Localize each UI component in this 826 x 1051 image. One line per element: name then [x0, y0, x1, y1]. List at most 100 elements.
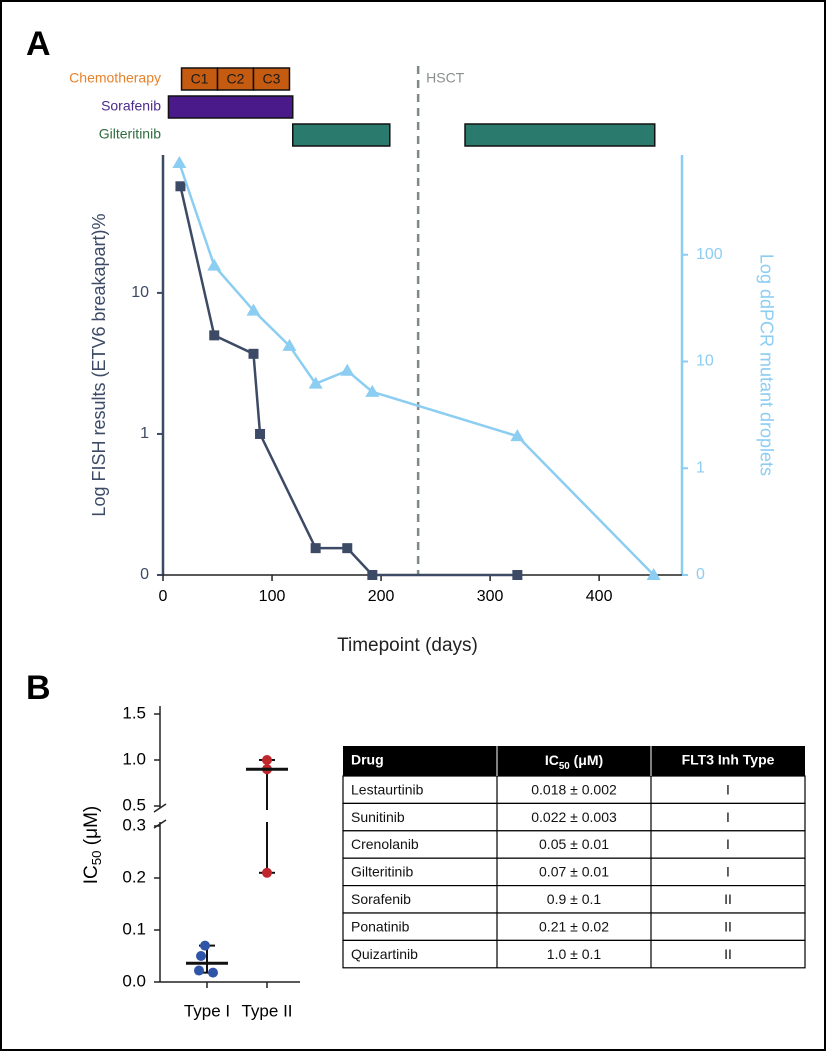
treatment-bar: [292, 123, 391, 147]
table-cell: Gilteritinib: [351, 864, 413, 880]
table-header: Drug: [351, 752, 384, 768]
x-tick-label: 0: [159, 588, 168, 605]
y2-tick-label: 1: [696, 459, 705, 476]
y-tick-label: 0.2: [122, 867, 146, 886]
triangle-marker: [246, 303, 261, 316]
table-cell: II: [724, 891, 732, 907]
x-tick-label: Type II: [241, 1001, 292, 1020]
table-cell: I: [726, 809, 730, 825]
y-axis-label-tail: (μM): [81, 806, 102, 851]
triangle-marker: [172, 155, 187, 168]
x-tick-label: 200: [368, 588, 395, 605]
y2-axis-label: Log ddPCR mutant droplets: [756, 254, 776, 476]
triangle-marker: [510, 429, 525, 442]
table-row: [342, 775, 806, 804]
y-axis-label-sub: 50: [89, 850, 104, 865]
y-axis-label: IC50 (μM): [81, 806, 104, 885]
table-cell: 0.07 ± 0.01: [539, 864, 609, 880]
treatment-segment-label: C2: [227, 71, 245, 87]
table-cell: 0.21 ± 0.02: [539, 918, 609, 934]
triangle-marker: [646, 568, 661, 580]
table-cell: I: [726, 864, 730, 880]
dot: [196, 951, 206, 961]
table-row: [342, 802, 806, 832]
dot: [194, 965, 204, 976]
treatment-segment-label: C3: [263, 71, 281, 87]
table-cell: 0.018 ± 0.002: [531, 781, 617, 797]
treatment-segment-label: C1: [191, 71, 209, 87]
square-marker: [248, 348, 259, 359]
x-tick-label: 300: [477, 588, 504, 605]
table-cell: 1.0 ± 0.1: [547, 946, 602, 962]
y-axis-label: Log FISH results (ETV6 breakapart)%: [89, 213, 109, 516]
table-cell: Sunitinib: [351, 809, 405, 825]
y-tick-label: 1.0: [122, 749, 146, 768]
y2-tick-label: 100: [696, 246, 723, 263]
square-marker: [367, 570, 378, 580]
y-tick-label: 1.5: [122, 703, 146, 722]
y-tick-label: 10: [131, 284, 149, 301]
square-marker: [310, 543, 321, 554]
table-row: [342, 884, 806, 914]
table-cell: Quizartinib: [351, 946, 418, 962]
table-header-bg: [343, 746, 805, 776]
y-tick-label: 0.5: [122, 795, 146, 814]
y-axis-label-main: IC: [81, 865, 102, 884]
triangle-marker: [308, 376, 323, 389]
table-header-sub: 50: [559, 761, 570, 772]
treatment-bar: [167, 95, 294, 119]
y-tick-label: 1: [140, 425, 149, 442]
square-marker: [342, 543, 353, 554]
dot: [208, 967, 218, 978]
y2-tick-label: 10: [696, 353, 714, 370]
table-cell: 0.022 ± 0.003: [531, 809, 617, 825]
table-header-tail: (μM): [570, 752, 603, 768]
square-marker: [512, 570, 523, 580]
table-header-main: IC: [545, 752, 559, 768]
table-cell: 0.05 ± 0.01: [539, 836, 609, 852]
table-cell: II: [724, 918, 732, 934]
table-cell: Ponatinib: [351, 918, 410, 934]
x-tick-label: Type I: [184, 1001, 230, 1020]
treatment-bar: [252, 67, 291, 91]
table-cell: I: [726, 781, 730, 797]
y2-tick-label: 0: [696, 566, 705, 583]
y-tick-label: 0.0: [122, 971, 146, 990]
treatment-label: Gilteritinib: [99, 126, 161, 142]
table-header: IC50 (μM): [545, 752, 603, 772]
table-cell: II: [724, 946, 732, 962]
dot: [262, 867, 272, 878]
dot: [200, 940, 210, 951]
square-marker: [255, 428, 266, 439]
table-row: [342, 912, 806, 941]
treatment-label: Chemotherapy: [69, 70, 161, 86]
x-tick-label: 400: [586, 588, 613, 605]
triangle-marker: [282, 338, 297, 351]
square-marker: [175, 181, 186, 192]
y-tick-label: 0.3: [122, 815, 146, 834]
annotation: HSCT: [426, 70, 465, 86]
panel-label: A: [26, 25, 51, 63]
y-tick-label: 0.1: [122, 919, 146, 938]
x-axis-label: Timepoint (days): [337, 635, 478, 656]
treatment-label: Sorafenib: [101, 98, 161, 114]
table-cell: Lestaurtinib: [351, 781, 424, 797]
y-tick-label: 0: [140, 566, 149, 583]
axis-break: [153, 803, 167, 813]
treatment-bar: [464, 123, 656, 147]
x-tick-label: 100: [259, 588, 286, 605]
square-marker: [209, 330, 220, 341]
triangle-marker: [207, 258, 222, 271]
table-cell: I: [726, 836, 730, 852]
table-cell: 0.9 ± 0.1: [547, 891, 602, 907]
table-row: [342, 830, 806, 859]
triangle-marker: [340, 363, 355, 376]
table-row: [342, 939, 806, 969]
table-cell: Sorafenib: [351, 891, 411, 907]
table-header: FLT3 Inh Type: [682, 752, 775, 768]
dot: [262, 755, 272, 765]
table-cell: Crenolanib: [351, 836, 419, 852]
triangle-marker: [365, 384, 380, 397]
panel-label: B: [26, 669, 51, 707]
